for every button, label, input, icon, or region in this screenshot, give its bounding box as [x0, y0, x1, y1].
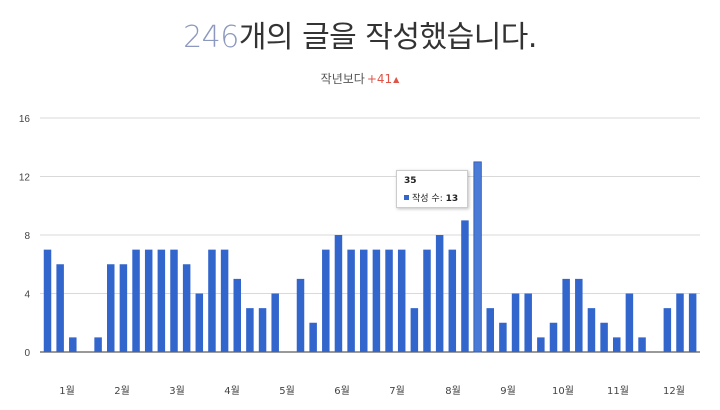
bar[interactable] [43, 249, 52, 353]
x-axis-months: 1월 2월 3월 4월 5월 6월 7월 8월 9월 10월 11월 12월 [59, 385, 685, 397]
bar[interactable] [575, 278, 583, 353]
bar[interactable] [600, 322, 608, 352]
bar[interactable] [107, 264, 115, 352]
bar[interactable] [473, 161, 482, 353]
month-label: 12월 [663, 385, 685, 397]
month-label: 3월 [169, 385, 185, 397]
bars [43, 161, 697, 353]
bar[interactable] [195, 293, 204, 353]
bar[interactable] [448, 249, 457, 353]
comparison-line: 작년보다 +41▲ [0, 70, 720, 87]
bar[interactable] [119, 264, 128, 352]
bar[interactable] [56, 264, 64, 352]
bar[interactable] [613, 337, 621, 353]
post-count: 246 [183, 20, 239, 55]
bar[interactable] [587, 308, 596, 353]
bar[interactable] [676, 293, 684, 353]
y-tick-label: 16 [19, 114, 31, 125]
bar[interactable] [397, 249, 406, 353]
bar[interactable] [511, 293, 520, 353]
month-label: 1월 [59, 385, 75, 397]
bar[interactable] [499, 322, 507, 352]
y-tick-label: 12 [19, 173, 31, 184]
tooltip-title: 35 [404, 176, 417, 186]
bar[interactable] [385, 249, 393, 353]
bar[interactable] [625, 293, 634, 353]
bar[interactable] [638, 337, 646, 353]
month-label: 10월 [552, 385, 574, 397]
month-label: 4월 [224, 385, 240, 397]
month-label: 6월 [334, 385, 350, 397]
bar[interactable] [271, 293, 279, 353]
bar[interactable] [246, 308, 254, 353]
tooltip-series-label: 작성 수: [412, 194, 443, 204]
headline-text: 개의 글을 작성했습니다. [238, 20, 538, 55]
bar[interactable] [524, 293, 532, 353]
bar[interactable] [144, 249, 153, 353]
y-axis-ticks: 0 4 8 12 16 [19, 114, 31, 359]
y-tick-label: 4 [24, 290, 30, 301]
y-tick-label: 0 [24, 348, 30, 359]
month-label: 11월 [607, 385, 629, 397]
month-label: 9월 [500, 385, 516, 397]
month-label: 2월 [114, 385, 130, 397]
bar[interactable] [435, 235, 444, 352]
bar[interactable] [220, 249, 229, 353]
bar[interactable] [537, 337, 545, 353]
bar[interactable] [170, 249, 178, 353]
bar[interactable] [372, 249, 381, 353]
bar[interactable] [208, 249, 216, 353]
bar[interactable] [233, 278, 242, 353]
y-tick-label: 8 [24, 231, 30, 242]
month-label: 5월 [279, 385, 295, 397]
comparison-delta: +41 [366, 72, 393, 86]
headline: 246개의 글을 작성했습니다. [0, 12, 720, 56]
bar[interactable] [486, 308, 495, 353]
tooltip-value: 13 [445, 194, 459, 204]
bar[interactable] [309, 322, 317, 352]
month-label: 7월 [389, 385, 405, 397]
bar[interactable] [347, 249, 355, 353]
bar[interactable] [132, 249, 140, 353]
bar[interactable] [322, 249, 330, 353]
bar[interactable] [69, 337, 77, 353]
comparison-label: 작년보다 [320, 72, 365, 86]
bar[interactable] [663, 308, 672, 353]
bar[interactable] [334, 235, 343, 352]
bar[interactable] [410, 308, 419, 353]
month-label: 8월 [445, 385, 461, 397]
bar[interactable] [94, 337, 102, 353]
bar[interactable] [258, 308, 267, 353]
up-triangle-icon: ▲ [393, 75, 400, 84]
bar[interactable] [688, 293, 697, 353]
bar[interactable] [182, 264, 191, 352]
bar[interactable] [423, 249, 431, 353]
series-swatch-icon [404, 195, 409, 200]
bar[interactable] [549, 322, 558, 352]
tooltip: 35 작성 수: 13 [396, 170, 468, 208]
tooltip-row: 작성 수: 13 [404, 191, 458, 204]
bar[interactable] [461, 220, 469, 353]
bar[interactable] [562, 278, 570, 353]
bar[interactable] [360, 249, 368, 353]
bar[interactable] [296, 278, 305, 353]
bar[interactable] [157, 249, 166, 353]
